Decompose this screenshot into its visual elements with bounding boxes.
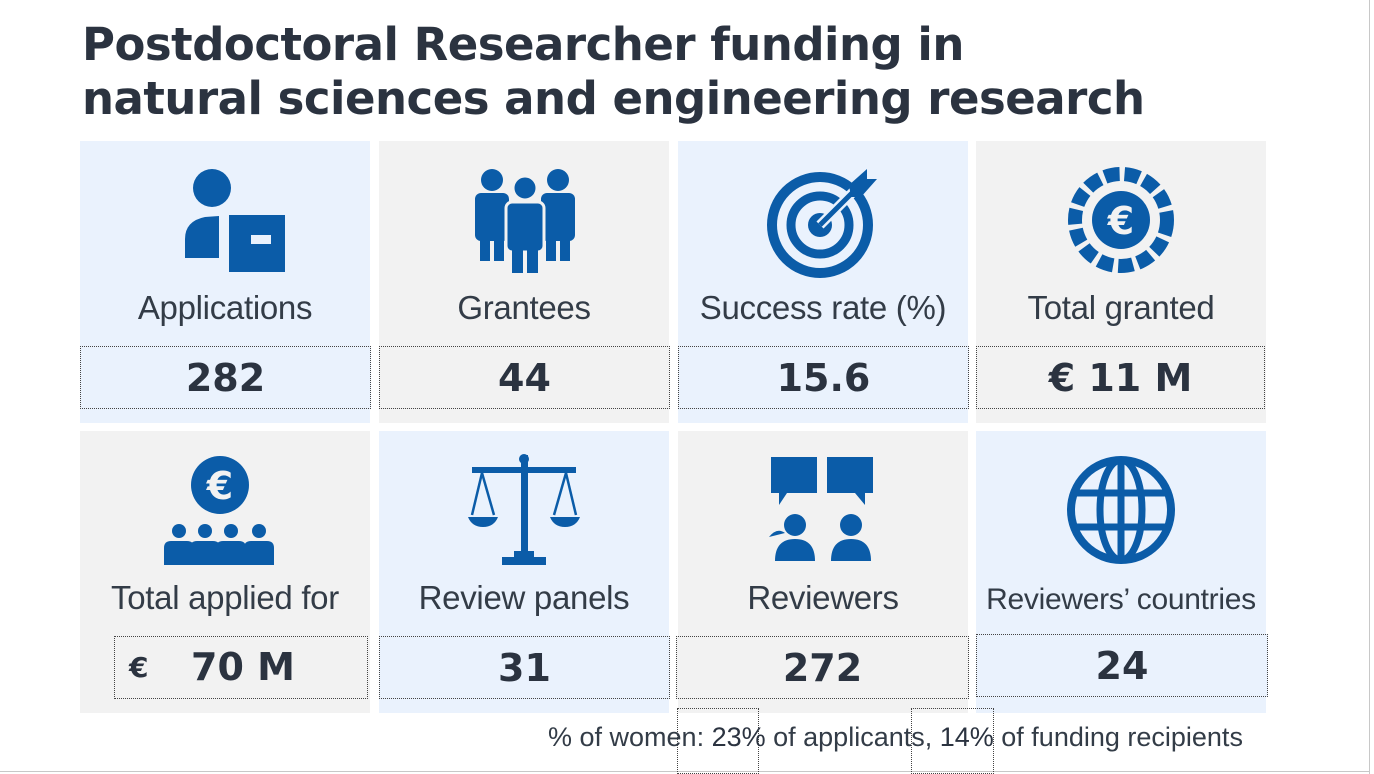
recipients-women-pct: 14% <box>939 722 994 752</box>
stat-label: Reviewers <box>747 579 899 616</box>
stat-label: Total granted <box>1027 289 1215 326</box>
title-line-2: natural sciences and engineering researc… <box>82 72 1145 125</box>
footnote-suffix: of funding recipients <box>993 722 1243 752</box>
footnote-middle: of applicants, <box>765 722 940 752</box>
applicant-icon <box>80 163 370 281</box>
frame-bottom-border <box>0 771 1370 772</box>
reviewers-chat-icon <box>678 453 968 571</box>
svg-text:€: € <box>206 464 233 508</box>
stat-value-grantees: 44 <box>379 346 670 409</box>
stat-value-success-rate: 15.6 <box>678 346 969 409</box>
stat-label: Total applied for <box>111 579 339 616</box>
target-icon <box>678 163 968 281</box>
stat-label: Grantees <box>457 289 591 326</box>
stat-value-total-granted: € 11 M <box>976 346 1265 409</box>
euro-people-icon: € <box>80 453 370 571</box>
scales-icon <box>379 453 669 571</box>
globe-icon <box>976 453 1266 571</box>
svg-text:€: € <box>1107 199 1134 243</box>
stat-value-review-panels: 31 <box>379 636 670 699</box>
stat-label: Applications <box>137 289 313 326</box>
title-line-1: Postdoctoral Researcher funding in <box>82 18 964 71</box>
frame-right-border <box>1369 0 1370 774</box>
footnote-women-share: % of women: 23% of applicants, 14% of fu… <box>548 722 1243 753</box>
stat-value-amount: 70 M <box>191 645 295 689</box>
stat-value-reviewers-countries: 24 <box>976 634 1268 697</box>
stat-value-total-applied-for: € 70 M <box>114 636 368 699</box>
footnote-prefix: % of women: <box>548 722 712 752</box>
euro-coin-icon: € <box>976 163 1266 281</box>
stat-value-reviewers: 272 <box>676 636 969 699</box>
stat-label: Reviewers’ countries <box>986 583 1256 616</box>
stat-value-applications: 282 <box>80 346 371 409</box>
applicants-women-pct: 23% <box>711 722 766 752</box>
stat-label: Review panels <box>418 579 630 616</box>
currency-symbol: € <box>129 651 149 684</box>
stat-label: Success rate (%) <box>699 289 947 326</box>
page-title: Postdoctoral Researcher funding in natur… <box>82 18 1145 126</box>
people-group-icon <box>379 163 669 281</box>
